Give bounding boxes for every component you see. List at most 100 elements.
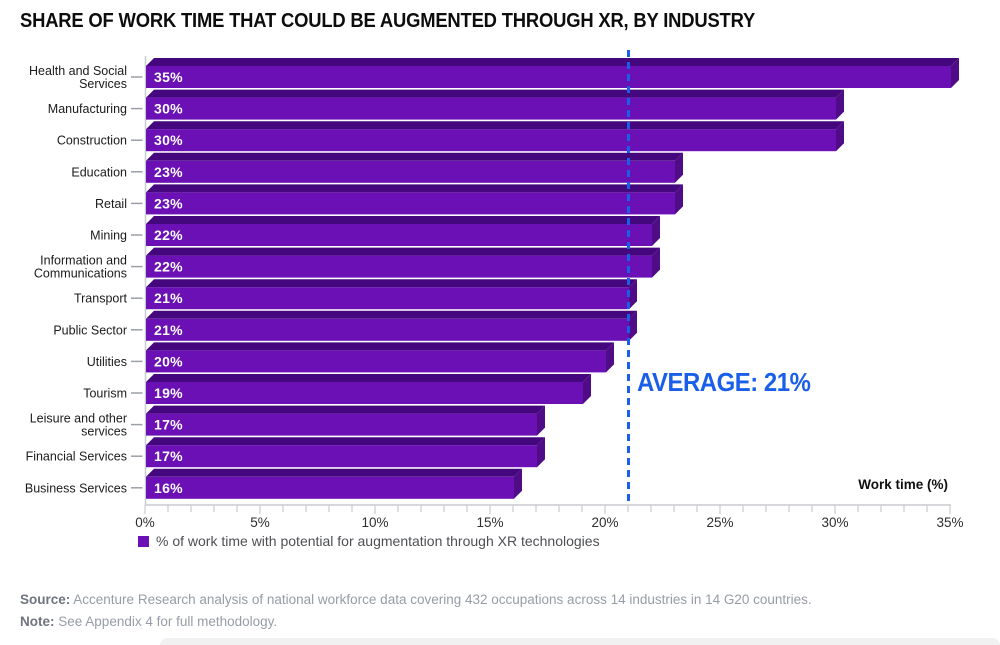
bar-side-face (836, 121, 844, 152)
bar-top-face (146, 152, 683, 161)
category-label: Communications (34, 267, 127, 281)
bar-top-face (146, 58, 959, 66)
bar-side-face (675, 184, 683, 215)
category-label: Construction (57, 134, 127, 148)
source-text: Accenture Research analysis of national … (73, 592, 812, 607)
category-label: services (81, 425, 127, 439)
bar-front (146, 287, 629, 310)
bar-front (146, 129, 836, 152)
category-label: Transport (74, 292, 128, 306)
bar-front (146, 192, 675, 215)
bar-front (146, 382, 583, 404)
bar-front (146, 66, 951, 88)
category-label: Business Services (25, 481, 127, 495)
bar-side-face (629, 279, 637, 310)
bar-top-face (146, 279, 637, 288)
bar-row: 22% Mining (90, 216, 660, 246)
bar-value-label: 21% (154, 290, 183, 306)
note-line: Note: See Appendix 4 for full methodolog… (20, 611, 812, 633)
bar-value-label: 19% (154, 385, 183, 401)
average-label: AVERAGE: 21% (637, 368, 811, 397)
source-label: Source: (20, 592, 71, 607)
bar-value-label: 22% (154, 259, 183, 275)
bar-side-face (836, 89, 844, 120)
bar-value-label: 20% (154, 353, 183, 369)
x-tick-label: 15% (476, 515, 503, 530)
bar-side-face (606, 342, 614, 373)
bar-side-face (652, 247, 660, 278)
bar-front (146, 445, 537, 468)
x-tick-label: 30% (821, 515, 848, 530)
bar-value-label: 30% (154, 132, 183, 148)
bar-row: 19% Tourism (83, 374, 591, 404)
bar-front (146, 350, 606, 373)
bar-front (146, 476, 514, 499)
next-section-edge (160, 638, 1000, 645)
bar-row: 21% Public Sector (53, 310, 637, 341)
bar-row: 23% Retail (95, 184, 683, 215)
x-tick-label: 0% (135, 515, 155, 530)
category-label: Health and Social (29, 64, 127, 78)
bar-row: 30% Manufacturing (48, 89, 844, 120)
bar-top-face (146, 468, 522, 477)
bar-value-label: 21% (154, 322, 183, 338)
category-label: Manufacturing (48, 102, 127, 116)
bar-value-label: 17% (154, 448, 183, 464)
chart-legend: % of work time with potential for augmen… (138, 533, 600, 549)
footnotes: Source: Accenture Research analysis of n… (20, 589, 812, 633)
bar-value-label: 16% (154, 480, 183, 496)
chart-title: SHARE OF WORK TIME THAT COULD BE AUGMENT… (20, 10, 756, 32)
bar-top-face (146, 310, 637, 319)
bar-top-face (146, 437, 545, 446)
x-tick-label: 20% (591, 515, 618, 530)
category-label: Education (71, 165, 127, 179)
bar-value-label: 23% (154, 195, 183, 211)
bar-row: 16% Business Services (25, 468, 522, 499)
bar-side-face (629, 310, 637, 341)
x-tick-label: 5% (250, 515, 270, 530)
bar-front (146, 318, 629, 341)
bar-top-face (146, 121, 844, 130)
x-tick-label: 35% (936, 515, 963, 530)
bar-top-face (146, 247, 660, 256)
bar-front (146, 160, 675, 183)
bar-side-face (537, 405, 545, 436)
bar-top-face (146, 89, 844, 98)
x-tick-label: 25% (706, 515, 733, 530)
bar-row: 17% Financial Services (26, 437, 545, 468)
category-label: Information and (40, 254, 127, 268)
x-tick-label: 10% (361, 515, 388, 530)
bar-top-face (146, 342, 614, 351)
bar-top-face (146, 216, 660, 224)
bar-front (146, 97, 836, 120)
category-label: Utilities (87, 355, 127, 369)
bar-side-face (537, 437, 545, 468)
category-label: Mining (90, 229, 127, 243)
legend-swatch (138, 536, 149, 547)
bar-value-label: 35% (154, 69, 183, 85)
bar-value-label: 17% (154, 417, 183, 433)
bar-value-label: 22% (154, 227, 183, 243)
bar-row: 30% Construction (57, 121, 844, 152)
bar-row: 23% Education (71, 152, 683, 183)
bar-row: 21% Transport (74, 279, 637, 310)
category-label: Retail (95, 197, 127, 211)
legend-label: % of work time with potential for augmen… (156, 533, 600, 549)
bar-top-face (146, 405, 545, 414)
category-label: Tourism (83, 387, 127, 401)
bar-value-label: 23% (154, 164, 183, 180)
bar-side-face (951, 58, 959, 88)
note-label: Note: (20, 614, 55, 629)
bar-front (146, 413, 537, 436)
bar-side-face (675, 152, 683, 183)
category-label: Financial Services (26, 450, 127, 464)
category-label: Services (79, 77, 127, 91)
bar-side-face (583, 374, 591, 404)
bar-value-label: 30% (154, 101, 183, 117)
category-label: Public Sector (53, 323, 127, 337)
